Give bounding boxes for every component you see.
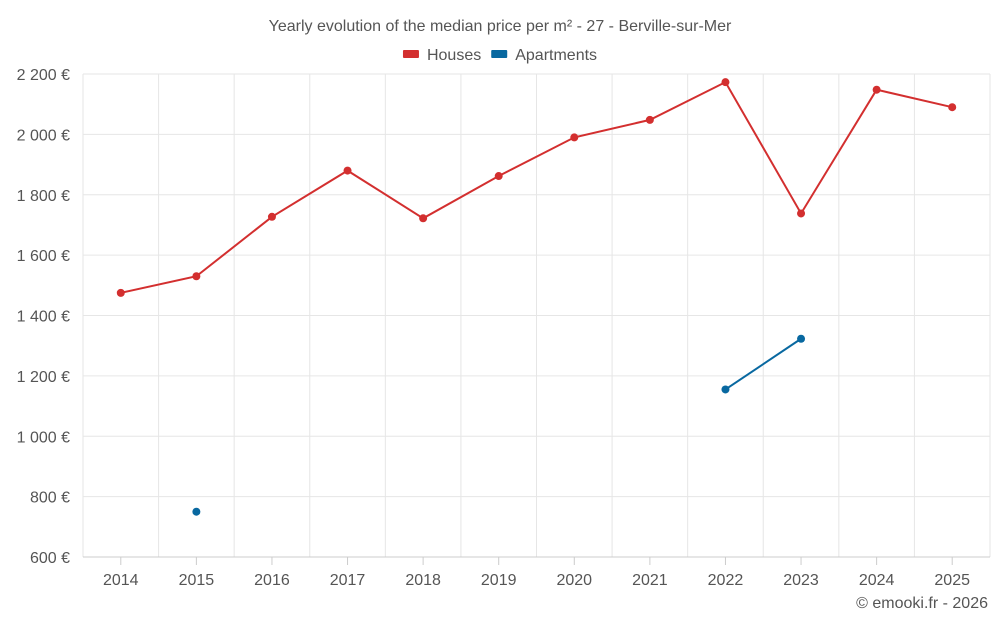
data-point-houses[interactable] (343, 166, 352, 175)
data-point-houses[interactable] (570, 133, 579, 142)
y-tick-label: 1 600 € (17, 248, 70, 265)
y-tick-label: 600 € (30, 550, 70, 567)
x-tick-label: 2014 (103, 572, 139, 589)
series-apartments (192, 334, 806, 516)
data-point-houses[interactable] (797, 209, 806, 218)
data-point-houses[interactable] (267, 212, 276, 221)
x-tick-label: 2024 (859, 572, 895, 589)
data-point-houses[interactable] (192, 272, 201, 281)
data-point-houses[interactable] (721, 78, 730, 87)
x-tick-label: 2015 (179, 572, 215, 589)
y-tick-label: 1 000 € (17, 429, 70, 446)
x-tick-label: 2019 (481, 572, 517, 589)
legend-swatch (491, 50, 508, 58)
x-tick-label: 2021 (632, 572, 668, 589)
data-point-houses[interactable] (645, 115, 654, 124)
series-line-apartments (724, 337, 802, 391)
credit-text: © emooki.fr - 2026 (856, 595, 988, 612)
series-houses (116, 78, 957, 297)
x-tick-label: 2017 (330, 572, 366, 589)
x-tick-label: 2016 (254, 572, 290, 589)
legend-swatch (402, 50, 419, 58)
data-point-houses[interactable] (494, 172, 503, 181)
axes: 600 € 800 € 1 000 € 1 200 € 1 400 € 1 600 € 1 … (17, 67, 990, 589)
data-point-apartments[interactable] (192, 507, 201, 516)
y-tick-label: 2 200 € (17, 67, 70, 84)
x-tick-label: 2023 (783, 572, 819, 589)
chart-title: Yearly evolution of the median price per… (269, 18, 732, 35)
data-point-apartments[interactable] (797, 334, 806, 343)
legend-item-apartments[interactable]: Apartments (491, 47, 597, 64)
series-layer (116, 78, 957, 516)
legend-item-houses[interactable]: Houses (402, 47, 481, 64)
data-point-houses[interactable] (419, 214, 428, 223)
x-tick-label: 2018 (405, 572, 441, 589)
legend-label: Apartments (515, 47, 597, 64)
legend: Houses Apartments (402, 47, 597, 64)
data-point-apartments[interactable] (721, 385, 730, 394)
series-line-houses (120, 80, 953, 294)
legend-label: Houses (427, 47, 481, 64)
y-tick-label: 1 200 € (17, 369, 70, 386)
data-point-houses[interactable] (116, 288, 125, 297)
x-tick-label: 2020 (556, 572, 592, 589)
y-tick-label: 1 400 € (17, 309, 70, 326)
y-tick-label: 1 800 € (17, 188, 70, 205)
x-tick-label: 2022 (708, 572, 744, 589)
grid-lines (82, 73, 991, 558)
y-tick-label: 800 € (30, 490, 70, 507)
data-point-houses[interactable] (872, 85, 881, 94)
data-point-houses[interactable] (948, 103, 957, 112)
x-tick-label: 2025 (934, 572, 970, 589)
y-tick-label: 2 000 € (17, 127, 70, 144)
